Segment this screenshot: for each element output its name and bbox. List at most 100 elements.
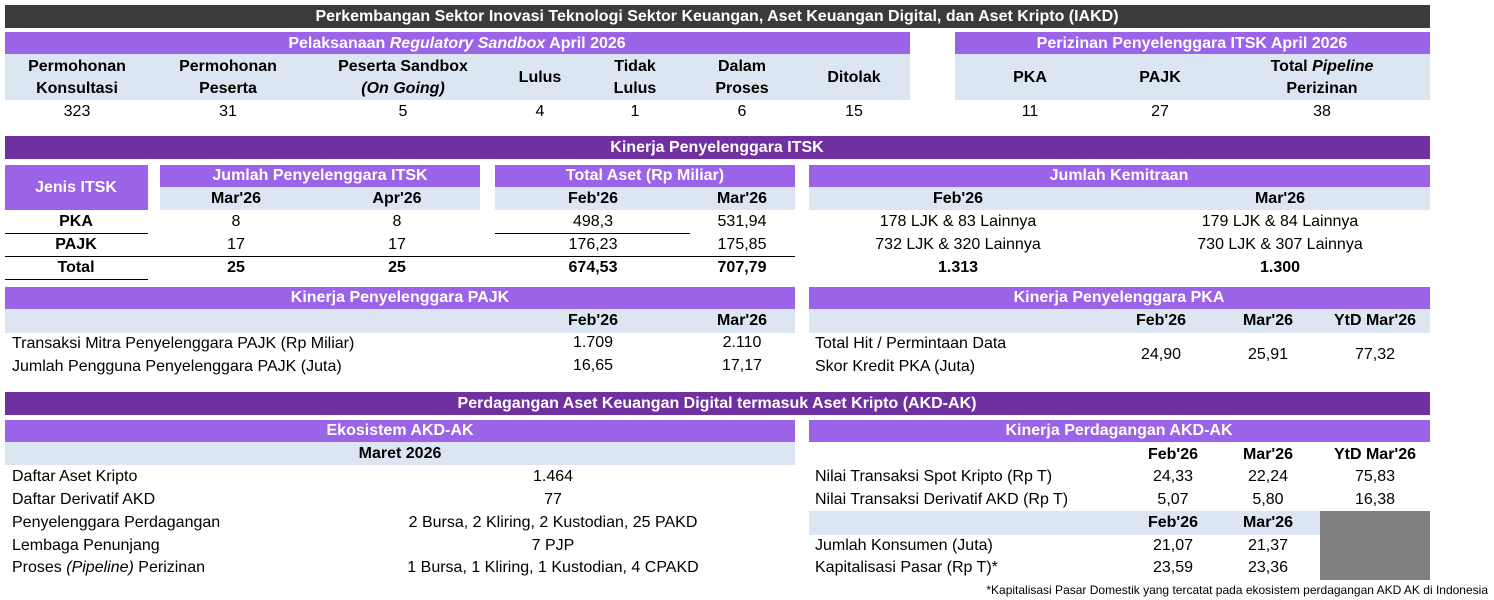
cell-text: 2 Bursa, 2 Kliring, 2 Kustodian, 25 PAKD [408,514,698,531]
column-header: PKA [1013,69,1047,86]
row-label: Penyelenggara Perdagangan [12,514,221,531]
cell-bg [5,309,795,333]
section-title: Perizinan Penyelenggara ITSK April 2026 [1036,35,1348,52]
section-title: Pelaksanaan Regulatory Sandbox April 202… [288,34,625,54]
cell-bg [809,511,1320,535]
page-title: Perkembangan Sektor Inovasi Teknologi Se… [315,8,1119,25]
text-part: Proses [12,559,62,576]
column-header: Ditolak [827,69,881,86]
gray-box [1320,511,1430,580]
column-header: Dalam [717,58,767,75]
period-header: Mar'26 [1242,446,1294,463]
cell-text: 16,65 [572,357,614,374]
period-header: Maret 2026 [358,445,442,462]
section-title: Kinerja Penyelenggara PKA [1013,289,1225,306]
period-header: Feb'26 [932,190,984,207]
period-header: Feb'26 [1147,446,1199,463]
text-part: Total [1270,58,1308,75]
section-header [5,420,795,442]
section-header [955,32,1430,54]
cell-bg [809,165,1430,187]
period-header: Feb'26 [1147,514,1199,531]
cell-text: 732 LJK & 320 Lainnya [875,236,1041,253]
row-label: Skor Kredit PKA (Juta) [815,358,976,375]
section-header [5,32,910,54]
cell-text: 17 [388,236,406,253]
column-header: Peserta [199,80,257,97]
cell-text: 1 [630,103,640,120]
row-label: Transaksi Mitra Penyelenggara PAJK (Rp M… [12,335,355,352]
column-header: Permohonan [179,58,277,75]
period-header: Mar'26 [1242,312,1294,329]
column-header: Peserta Sandbox [338,58,468,75]
cell-text: 175,85 [717,236,767,253]
period-header: Feb'26 [567,190,619,207]
row-label: PKA [59,213,93,230]
rule-line [5,279,148,280]
rule-line [5,256,795,257]
rule-line [495,233,690,234]
cell-text: 21,07 [1152,537,1194,554]
cell-text: 16,38 [1354,491,1396,508]
column-header: Jumlah Penyelenggara ITSK [212,167,428,184]
cell-text: 7 PJP [531,537,575,554]
column-header: Lulus [518,69,562,86]
cell-text: 730 LJK & 307 Lainnya [1197,236,1363,253]
period-header: Mar'26 [716,312,768,329]
section-bar [5,392,1430,415]
section-header [809,287,1430,309]
row-label: Kapitalisasi Pasar (Rp T)* [815,559,998,576]
cell-text: 77 [544,491,562,508]
cell-text: 1 Bursa, 1 Kliring, 1 Kustodian, 4 CPAKD [407,559,699,576]
cell-text: 176,23 [568,236,618,253]
column-header: Jenis ITSK [35,179,117,196]
cell-text: 25 [388,259,406,276]
cell-text: 178 LJK & 83 Lainnya [879,213,1037,230]
cell-text: 1.313 [937,259,979,276]
row-label: Jumlah Konsumen (Juta) [815,537,993,554]
cell-text: 1.300 [1259,259,1301,276]
row-label: Total Hit / Permintaan Data [815,335,1007,352]
section-title: Ekosistem AKD-AK [326,422,474,439]
row-label: Lembaga Penunjang [12,537,160,554]
cell-text: 24,90 [1140,346,1182,363]
cell-bg [5,442,795,465]
row-label: Total [57,259,95,276]
footnote: *Kapitalisasi Pasar Domestik yang tercat… [986,583,1488,597]
cell-text: 323 [63,103,91,120]
text-part: Perizinan [138,559,205,576]
period-header: Mar'26 [210,190,262,207]
section-title: Kinerja Penyelenggara ITSK [610,139,824,156]
cell-bg [809,309,1430,333]
cell-text: 674,53 [568,259,618,276]
section-header [5,287,795,309]
cell-text: 5 [398,103,408,120]
cell-text: 531,94 [717,213,767,230]
cell-text: 15 [845,103,863,120]
period-header: Mar'26 [1242,514,1294,531]
column-header: Jumlah Kemitraan [1049,167,1189,184]
text-part: Regulatory Sandbox [389,35,546,52]
section-title: Perdagangan Aset Keuangan Digital termas… [457,395,977,412]
cell-text: 5,07 [1157,491,1189,508]
cell-text: 498,3 [572,213,614,230]
cell-bg [5,165,148,210]
text-part: April 2026 [549,35,626,52]
cell-text: 22,24 [1247,468,1289,485]
column-header: Total Pipeline [1271,57,1374,77]
cell-text: 6 [737,103,747,120]
cell-text: 1.709 [572,334,614,351]
cell-text: 2.110 [722,334,762,351]
cell-text: 27 [1151,103,1169,120]
column-header: Perizinan [1286,80,1358,97]
cell-text: 179 LJK & 84 Lainnya [1201,213,1359,230]
column-header: Konsultasi [36,80,118,97]
cell-text: 25 [227,259,245,276]
text-part: Pelaksanaan [288,35,386,52]
cell-text: 17 [227,236,245,253]
cell-text: 8 [231,213,241,230]
section-header [809,420,1430,442]
column-header: PAJK [1139,69,1181,86]
section-bar [5,136,1430,159]
